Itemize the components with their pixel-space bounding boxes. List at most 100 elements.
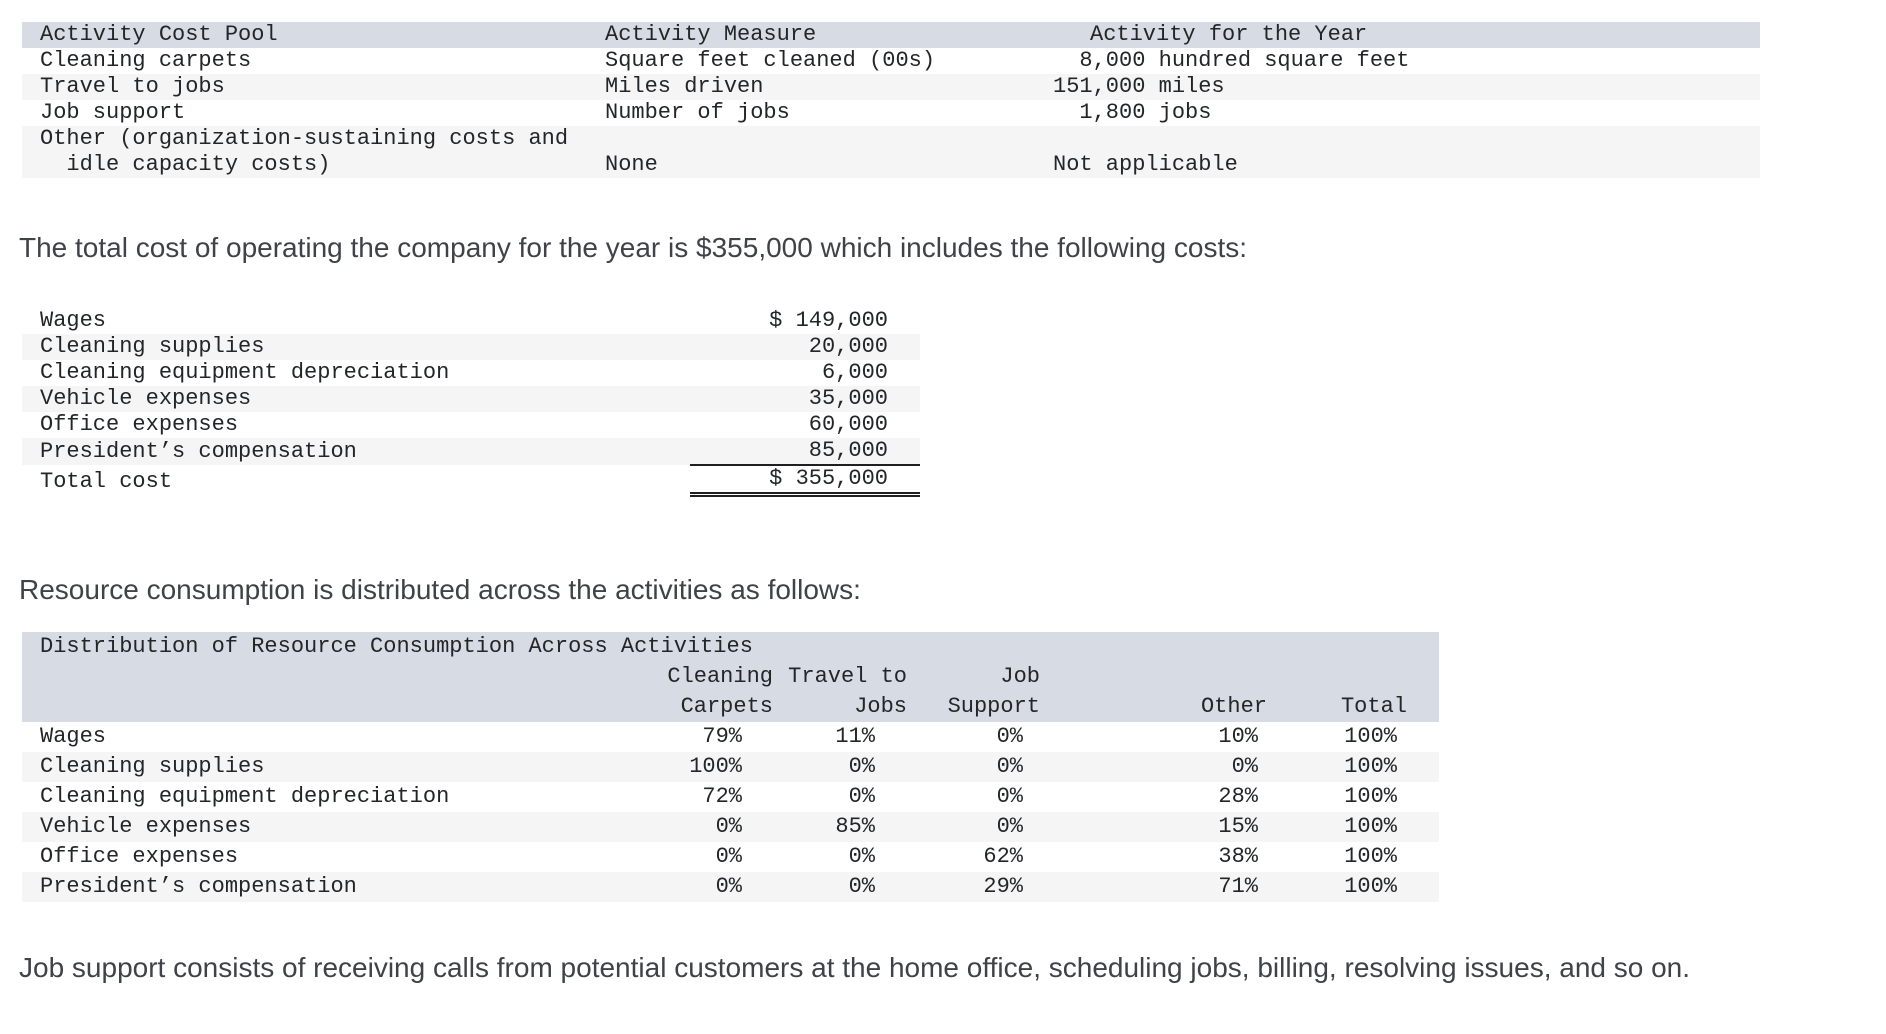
cell-percent: 100% xyxy=(1344,814,1397,839)
cell-row-label: Cleaning supplies xyxy=(40,754,265,779)
table-row: Cleaning carpets Square feet cleaned (00… xyxy=(22,48,1760,74)
header-travel-to-jobs: Travel to Jobs xyxy=(778,662,912,722)
header-line: Other xyxy=(1200,694,1267,719)
table-row: Wages $ 149,000 xyxy=(22,308,920,334)
header-line: Jobs xyxy=(854,694,907,719)
cell-row-label: President’s compensation xyxy=(40,874,357,899)
cell-percent: 100% xyxy=(1344,844,1397,869)
cell-percent: 0% xyxy=(715,814,742,839)
table-row: Office expenses 60,000 xyxy=(22,412,920,438)
cell-percent: 100% xyxy=(1344,754,1397,779)
cell-cost-label: Vehicle expenses xyxy=(40,386,252,411)
cell-pool: Job support xyxy=(40,100,186,125)
table-header-row: Activity Cost Pool Activity Measure Acti… xyxy=(22,22,1760,48)
cell-percent: 10% xyxy=(1218,724,1258,749)
table-row: Cleaning supplies 20,000 xyxy=(22,334,920,360)
cell-percent: 79% xyxy=(702,724,742,749)
header-activity-for-the-year: Activity for the Year xyxy=(1090,22,1368,47)
cell-percent: 0% xyxy=(848,874,875,899)
cell-percent: 62% xyxy=(983,844,1023,869)
cell-percent: 85% xyxy=(835,814,875,839)
distribution-table-title: Distribution of Resource Consumption Acr… xyxy=(40,634,753,659)
cell-activity: 151,000 miles xyxy=(1053,74,1225,99)
cost-breakdown-table: Wages $ 149,000 Cleaning supplies 20,000… xyxy=(22,308,920,497)
cell-pool: Cleaning carpets xyxy=(40,48,252,73)
header-activity-measure: Activity Measure xyxy=(605,22,817,47)
cell-cost-label: Office expenses xyxy=(40,412,239,437)
cell-spacer xyxy=(1412,752,1439,782)
cell-percent: 100% xyxy=(689,754,742,779)
table-row: Office expenses 0% 0% 62% 38% 100% xyxy=(22,842,1439,872)
cell-percent: 100% xyxy=(1344,784,1397,809)
cell-cost-amount: 35,000 xyxy=(808,386,888,411)
table-row: Vehicle expenses 35,000 xyxy=(22,386,920,412)
cell-percent: 0% xyxy=(996,724,1023,749)
problem-page: { "activity_table": { "headers": { "pool… xyxy=(0,22,1886,1034)
cell-measure: Number of jobs xyxy=(605,100,790,125)
distribution-title-row: Distribution of Resource Consumption Acr… xyxy=(22,632,1440,662)
table-row: Job support Number of jobs 1,800 jobs xyxy=(22,100,1760,126)
cell-cost-amount: 60,000 xyxy=(808,412,888,437)
cell-spacer xyxy=(1412,812,1439,842)
cell-row-label: Wages xyxy=(40,724,107,749)
cell-activity: 8,000 hundred square feet xyxy=(1053,48,1410,73)
cell-pool: Other (organization-sustaining costs and… xyxy=(40,126,569,177)
header-spacer xyxy=(22,662,567,722)
header-line: Carpets xyxy=(680,694,773,719)
resource-consumption-intro-text: Resource consumption is distributed acro… xyxy=(19,574,861,605)
cell-measure: None xyxy=(605,152,658,177)
header-job-support: Job Support xyxy=(912,662,1045,722)
table-row: Other (organization-sustaining costs and… xyxy=(22,126,1760,178)
activity-cost-pool-table: Activity Cost Pool Activity Measure Acti… xyxy=(22,22,1760,178)
cell-spacer xyxy=(1412,842,1439,872)
cell-cost-amount: $ 149,000 xyxy=(769,308,888,333)
cell-total-amount: $ 355,000 xyxy=(690,465,920,497)
header-other: Other xyxy=(1045,662,1272,722)
cell-cost-amount: 20,000 xyxy=(808,334,888,359)
table-row: Cleaning equipment depreciation 6,000 xyxy=(22,360,920,386)
cell-percent: 100% xyxy=(1344,874,1397,899)
table-row: President’s compensation 85,000 xyxy=(22,438,920,466)
cell-cost-amount: 85,000 xyxy=(690,438,920,466)
cell-percent: 0% xyxy=(848,784,875,809)
cell-activity: Not applicable xyxy=(1053,152,1238,177)
cell-activity: 1,800 jobs xyxy=(1053,100,1212,125)
cell-spacer xyxy=(1412,722,1439,752)
cell-percent: 0% xyxy=(996,754,1023,779)
cell-measure: Square feet cleaned (00s) xyxy=(605,48,936,73)
header-cleaning-carpets: Cleaning Carpets xyxy=(567,662,778,722)
header-total: Total xyxy=(1272,662,1412,722)
cell-spacer xyxy=(1412,782,1439,812)
cell-percent: 0% xyxy=(848,844,875,869)
cell-spacer xyxy=(1412,872,1439,902)
header-line: Support xyxy=(947,694,1040,719)
table-row: Cleaning equipment depreciation 72% 0% 0… xyxy=(22,782,1439,812)
table-row: Travel to jobs Miles driven 151,000 mile… xyxy=(22,74,1760,100)
header-line: Travel to xyxy=(788,664,907,689)
cell-row-label: Office expenses xyxy=(40,844,239,869)
total-cost-intro-text: The total cost of operating the company … xyxy=(19,232,1248,263)
cell-percent: 100% xyxy=(1344,724,1397,749)
header-line: Job xyxy=(1000,664,1040,689)
cell-pool: Travel to jobs xyxy=(40,74,225,99)
cell-total-label: Total cost xyxy=(40,468,173,494)
table-row: Cleaning supplies 100% 0% 0% 0% 100% xyxy=(22,752,1440,782)
cell-percent: 71% xyxy=(1218,874,1258,899)
cell-percent: 72% xyxy=(702,784,742,809)
cell-percent: 0% xyxy=(996,814,1023,839)
table-row: Wages 79% 11% 0% 10% 100% xyxy=(22,722,1439,752)
cell-measure: Miles driven xyxy=(605,74,764,99)
table-row: President’s compensation 0% 0% 29% 71% 1… xyxy=(22,872,1440,902)
cell-percent: 38% xyxy=(1218,844,1258,869)
distribution-table: Distribution of Resource Consumption Acr… xyxy=(22,632,1440,902)
cell-percent: 0% xyxy=(1231,754,1258,779)
cell-percent: 11% xyxy=(835,724,875,749)
job-support-note-text: Job support consists of receiving calls … xyxy=(19,952,1691,983)
cell-percent: 15% xyxy=(1218,814,1258,839)
header-activity-cost-pool: Activity Cost Pool xyxy=(40,22,278,47)
header-line: Total xyxy=(1340,694,1407,719)
distribution-header-row: Cleaning Carpets Travel to Jobs Job Supp… xyxy=(22,662,1440,722)
cell-row-label: Cleaning equipment depreciation xyxy=(40,784,450,809)
cell-percent: 0% xyxy=(996,784,1023,809)
cell-percent: 0% xyxy=(848,754,875,779)
